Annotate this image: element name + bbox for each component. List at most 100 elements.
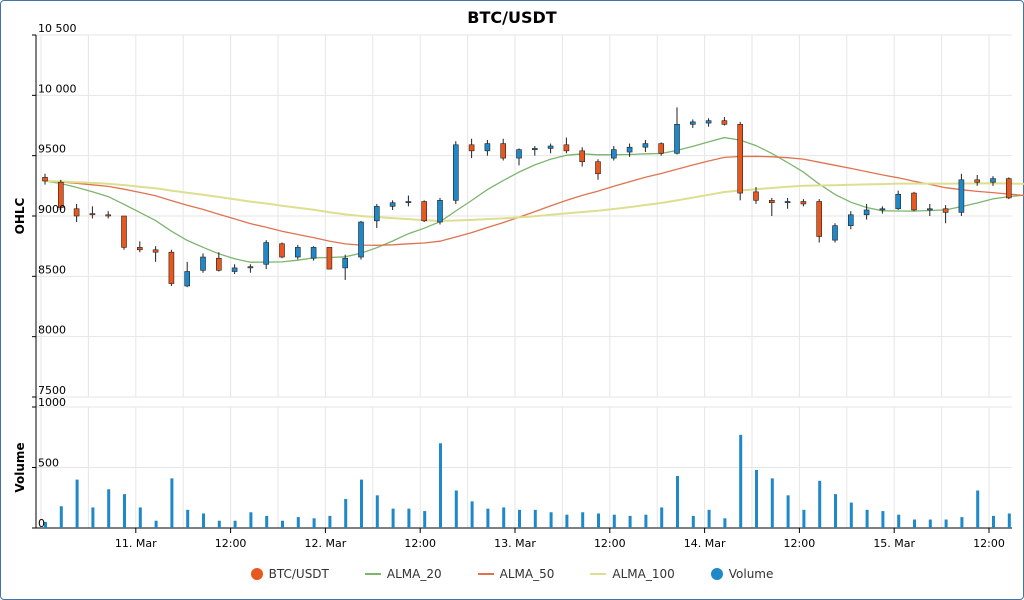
candle-body bbox=[89, 213, 96, 216]
candle-body bbox=[358, 221, 364, 258]
y-tick-label: 10 500 bbox=[38, 22, 77, 35]
candlestick-series[interactable] bbox=[42, 107, 1012, 288]
volume-bar bbox=[375, 495, 379, 528]
volume-bar bbox=[565, 514, 569, 528]
volume-bar bbox=[360, 479, 363, 528]
volume-bar bbox=[328, 515, 332, 528]
x-tick-label: 12:00 bbox=[404, 537, 436, 550]
candle-body bbox=[547, 145, 554, 149]
y-tick-label: 9000 bbox=[38, 203, 66, 216]
volume-bar bbox=[691, 515, 695, 528]
alma-20-line bbox=[44, 136, 1024, 263]
y-tick-label: 8000 bbox=[38, 324, 66, 337]
y-tick-label: 500 bbox=[38, 457, 59, 470]
alma-100-line-icon bbox=[590, 573, 607, 575]
volume-bar bbox=[928, 519, 932, 528]
candle-body bbox=[784, 201, 791, 204]
volume-bar bbox=[802, 509, 806, 528]
volume-bar bbox=[423, 511, 427, 528]
legend-item-btc[interactable]: BTC/USDT bbox=[250, 567, 329, 581]
x-tick-label: 12:00 bbox=[594, 537, 626, 550]
candle-body bbox=[168, 251, 175, 284]
candle-body bbox=[610, 149, 617, 159]
axes bbox=[32, 34, 1012, 533]
volume-bar bbox=[186, 509, 190, 528]
legend-item-alma-100[interactable]: ALMA_100 bbox=[590, 567, 675, 581]
candle-body bbox=[500, 143, 507, 159]
volume-bar bbox=[660, 507, 664, 528]
legend-item-volume[interactable]: Volume bbox=[710, 567, 774, 581]
candle-body bbox=[753, 191, 759, 201]
legend-label: ALMA_100 bbox=[612, 567, 675, 581]
candle-body bbox=[263, 242, 270, 265]
alma-20-line-icon bbox=[364, 573, 381, 575]
candle-body bbox=[121, 215, 127, 248]
legend-item-alma-50[interactable]: ALMA_50 bbox=[477, 567, 555, 581]
candle-body bbox=[531, 148, 538, 150]
legend-item-alma-20[interactable]: ALMA_20 bbox=[364, 567, 442, 581]
y-tick-label: 7500 bbox=[38, 384, 66, 397]
x-tick-label: 12:00 bbox=[215, 537, 247, 550]
volume-axis-title: Volume bbox=[13, 442, 27, 492]
candle-body bbox=[516, 149, 522, 159]
volume-bar bbox=[202, 513, 205, 528]
candle-body bbox=[642, 143, 649, 148]
volume-bar bbox=[549, 512, 553, 528]
x-tick-label: 12:00 bbox=[973, 537, 1005, 550]
legend-label: Volume bbox=[728, 567, 774, 581]
candle-body bbox=[689, 121, 696, 125]
volume-bar bbox=[581, 512, 585, 528]
candle-body bbox=[468, 144, 475, 152]
candle-body bbox=[768, 200, 775, 204]
volume-bar bbox=[849, 502, 853, 528]
candle-body bbox=[310, 247, 317, 259]
volume-bar bbox=[439, 443, 442, 528]
volume-bar bbox=[344, 498, 348, 528]
candle-body bbox=[832, 225, 838, 241]
volume-bar bbox=[944, 519, 948, 528]
y-tick-label: 0 bbox=[38, 517, 45, 530]
volume-bar bbox=[897, 514, 901, 528]
chart-svg[interactable]: 7500 8000 8500 9000 9500 10 000 10 500 0 500 1000… bbox=[0, 0, 1024, 560]
candle-body bbox=[137, 247, 143, 251]
candle-body bbox=[847, 214, 854, 226]
volume-bar bbox=[296, 517, 300, 528]
candle-body bbox=[595, 161, 601, 175]
volume-bar bbox=[707, 509, 711, 528]
candle-body bbox=[389, 202, 396, 207]
moving-average-lines[interactable] bbox=[44, 136, 1024, 354]
volume-bar bbox=[597, 513, 600, 528]
candle-body bbox=[294, 247, 301, 258]
candle-body bbox=[405, 201, 412, 204]
x-tick-label: 12:00 bbox=[784, 537, 816, 550]
candle-body bbox=[184, 271, 190, 287]
candle-body bbox=[484, 143, 491, 152]
candle-body bbox=[452, 144, 459, 201]
ohlc-axis-title: OHLC bbox=[13, 197, 27, 234]
x-tick-label: 13. Mar bbox=[494, 537, 536, 550]
candle-body bbox=[57, 181, 64, 208]
tick-labels: 7500 8000 8500 9000 9500 10 000 10 500 0 500 1000… bbox=[13, 22, 1005, 550]
volume-bar bbox=[59, 506, 63, 528]
candle-body bbox=[216, 257, 222, 271]
y-tick-label: 10 000 bbox=[38, 82, 77, 95]
volume-bar bbox=[75, 479, 79, 528]
candle-body bbox=[326, 247, 333, 270]
volume-bar bbox=[913, 519, 916, 528]
candle-body bbox=[42, 177, 48, 182]
volume-bar bbox=[454, 490, 458, 528]
legend-label: ALMA_50 bbox=[499, 567, 555, 581]
volume-series[interactable] bbox=[44, 434, 1011, 528]
candle-body bbox=[674, 123, 680, 154]
volume-bar bbox=[992, 515, 995, 528]
volume-bar bbox=[312, 518, 316, 528]
candle-body bbox=[990, 178, 996, 183]
candle-body bbox=[721, 120, 728, 125]
candle-body bbox=[421, 201, 428, 222]
legend-label: BTC/USDT bbox=[268, 567, 329, 581]
volume-bar bbox=[91, 507, 95, 528]
candle-body bbox=[705, 120, 712, 124]
chart-title: BTC/USDT bbox=[467, 8, 557, 27]
btc-marker-icon bbox=[250, 568, 263, 580]
volume-bar bbox=[281, 520, 284, 528]
